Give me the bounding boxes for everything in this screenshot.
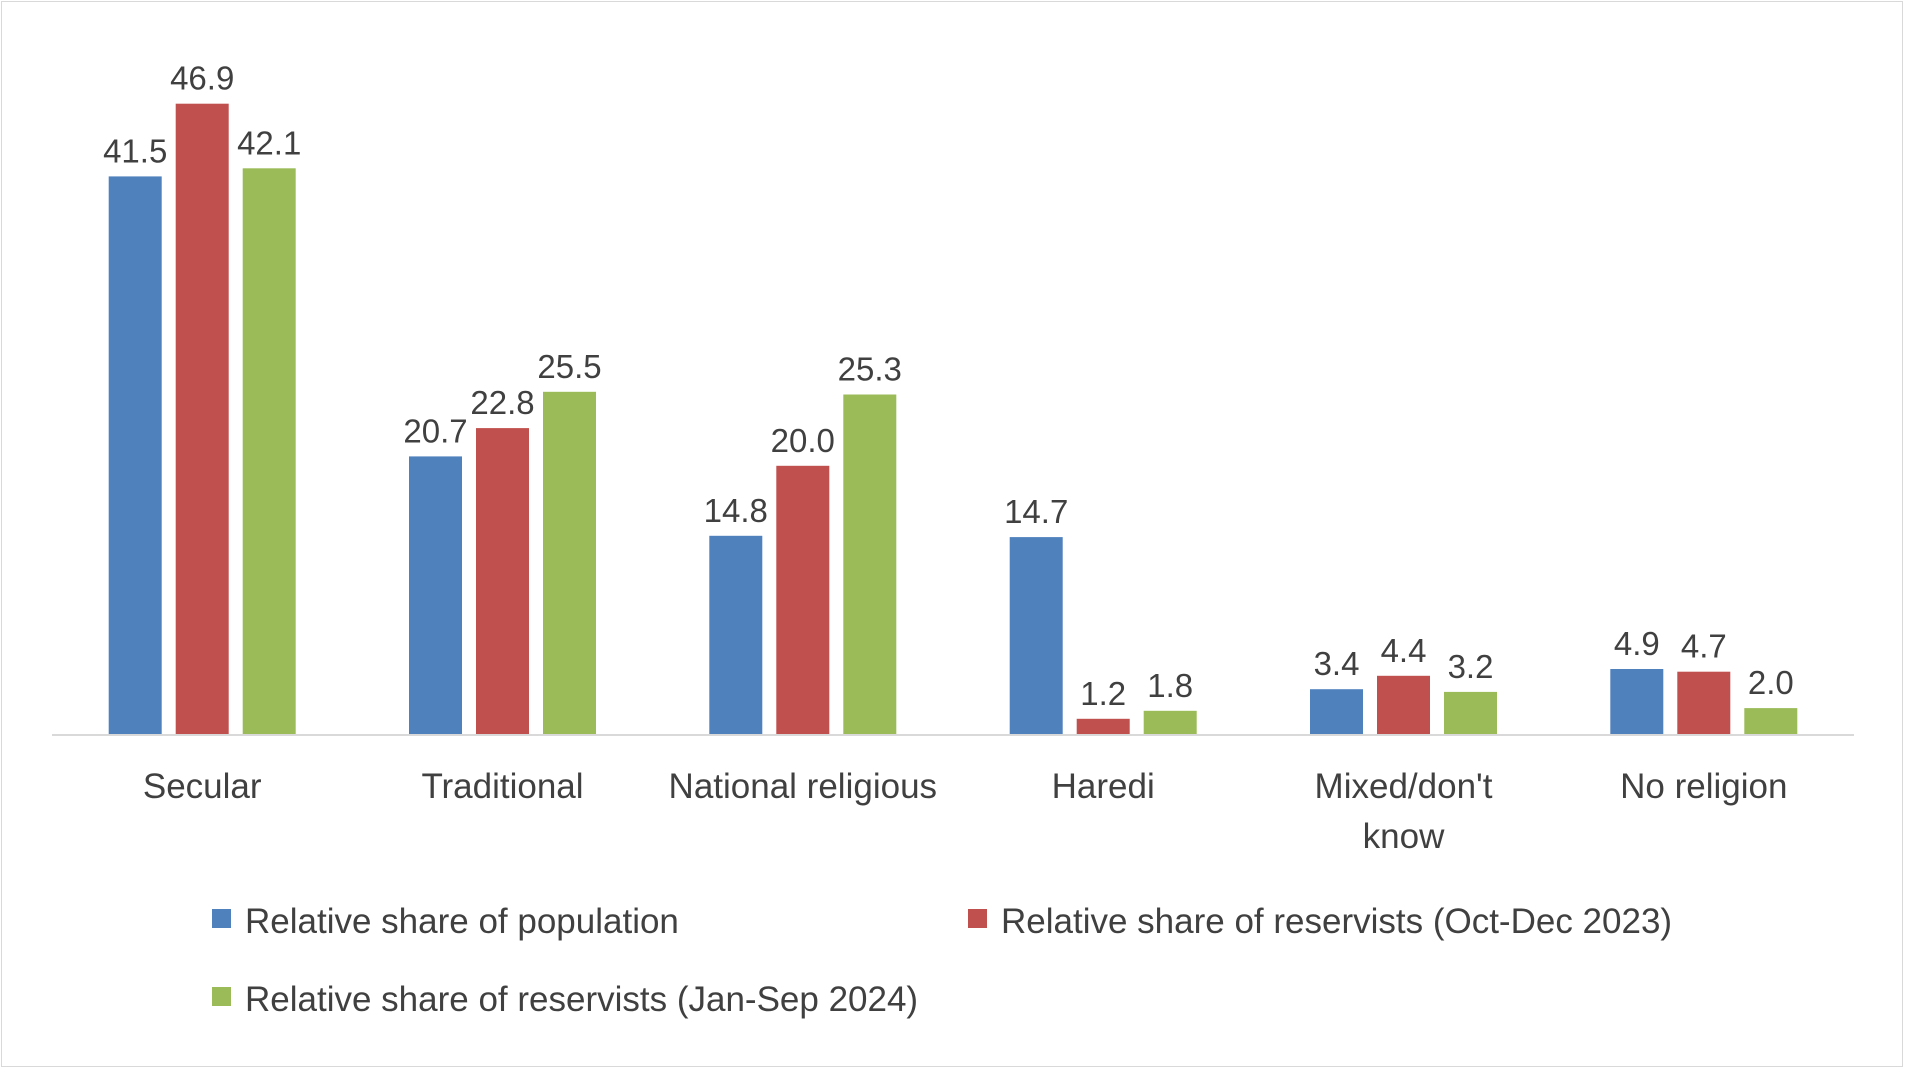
bar-s2-c0 — [242, 168, 296, 736]
bar-s0-c4 — [1310, 689, 1363, 735]
bars-group — [108, 103, 1798, 736]
data-label-s2-c0: 42.1 — [237, 124, 301, 161]
data-label-s1-c1: 22.8 — [470, 384, 534, 421]
data-label-s0-c2: 14.8 — [704, 492, 768, 529]
legend-label-s1: Relative share of reservists (Oct-Dec 20… — [1001, 902, 1672, 941]
bar-s1-c3 — [1076, 718, 1130, 735]
data-label-s0-c5: 4.9 — [1614, 625, 1660, 662]
bar-s1-c2 — [776, 465, 830, 735]
category-label-c5-l0: No religion — [1620, 767, 1787, 806]
data-label-s1-c3: 1.2 — [1080, 675, 1126, 712]
data-label-s1-c0: 46.9 — [170, 60, 234, 97]
category-label-c2-l0: National religious — [669, 767, 937, 806]
bar-s0-c2 — [709, 535, 763, 735]
bar-s2-c3 — [1143, 710, 1197, 735]
data-label-s2-c3: 1.8 — [1147, 667, 1193, 704]
bar-s2-c2 — [843, 394, 897, 735]
data-label-s0-c4: 3.4 — [1314, 645, 1360, 682]
data-label-s0-c0: 41.5 — [103, 132, 167, 169]
data-label-s0-c3: 14.7 — [1004, 493, 1068, 530]
data-label-s1-c4: 4.4 — [1381, 632, 1427, 669]
bar-s0-c5 — [1610, 669, 1664, 735]
data-label-s2-c1: 25.5 — [537, 348, 601, 385]
bar-s0-c1 — [409, 456, 462, 735]
category-label-c4-l0: Mixed/don't — [1315, 767, 1493, 806]
legend-swatch-s2 — [212, 987, 231, 1006]
category-label-c0-l0: Secular — [143, 767, 262, 806]
data-labels-group: 41.546.942.1 20.722.825.5 14.820.025.3 14.7… — [103, 60, 1794, 712]
bar-s0-c3 — [1009, 537, 1063, 735]
legend-swatch-s1 — [968, 909, 987, 928]
data-label-s2-c4: 3.2 — [1448, 648, 1494, 685]
data-label-s1-c5: 4.7 — [1681, 628, 1727, 665]
bar-s2-c1 — [543, 391, 596, 735]
legend-label-s0: Relative share of population — [245, 902, 679, 941]
bar-s1-c5 — [1677, 671, 1731, 735]
legend-swatch-s0 — [212, 909, 231, 928]
data-label-s0-c1: 20.7 — [403, 412, 467, 449]
data-label-s1-c2: 20.0 — [771, 422, 835, 459]
legend-label-s2: Relative share of reservists (Jan-Sep 20… — [245, 980, 918, 1019]
data-label-s2-c5: 2.0 — [1748, 664, 1794, 701]
bar-s2-c4 — [1444, 691, 1497, 735]
category-label-c3-l0: Haredi — [1052, 767, 1155, 806]
category-label-c4-l1: know — [1363, 817, 1445, 856]
bar-s0-c0 — [108, 176, 162, 735]
bar-s1-c1 — [476, 428, 529, 735]
category-label-c1-l0: Traditional — [421, 767, 583, 806]
bar-s2-c5 — [1744, 708, 1798, 735]
legend: Relative share of population Relative sha… — [212, 902, 1672, 1019]
bar-s1-c0 — [175, 103, 229, 735]
bar-s1-c4 — [1377, 675, 1430, 735]
category-labels-group: Secular Traditional National religious Hare… — [143, 767, 1788, 856]
data-label-s2-c2: 25.3 — [838, 351, 902, 388]
